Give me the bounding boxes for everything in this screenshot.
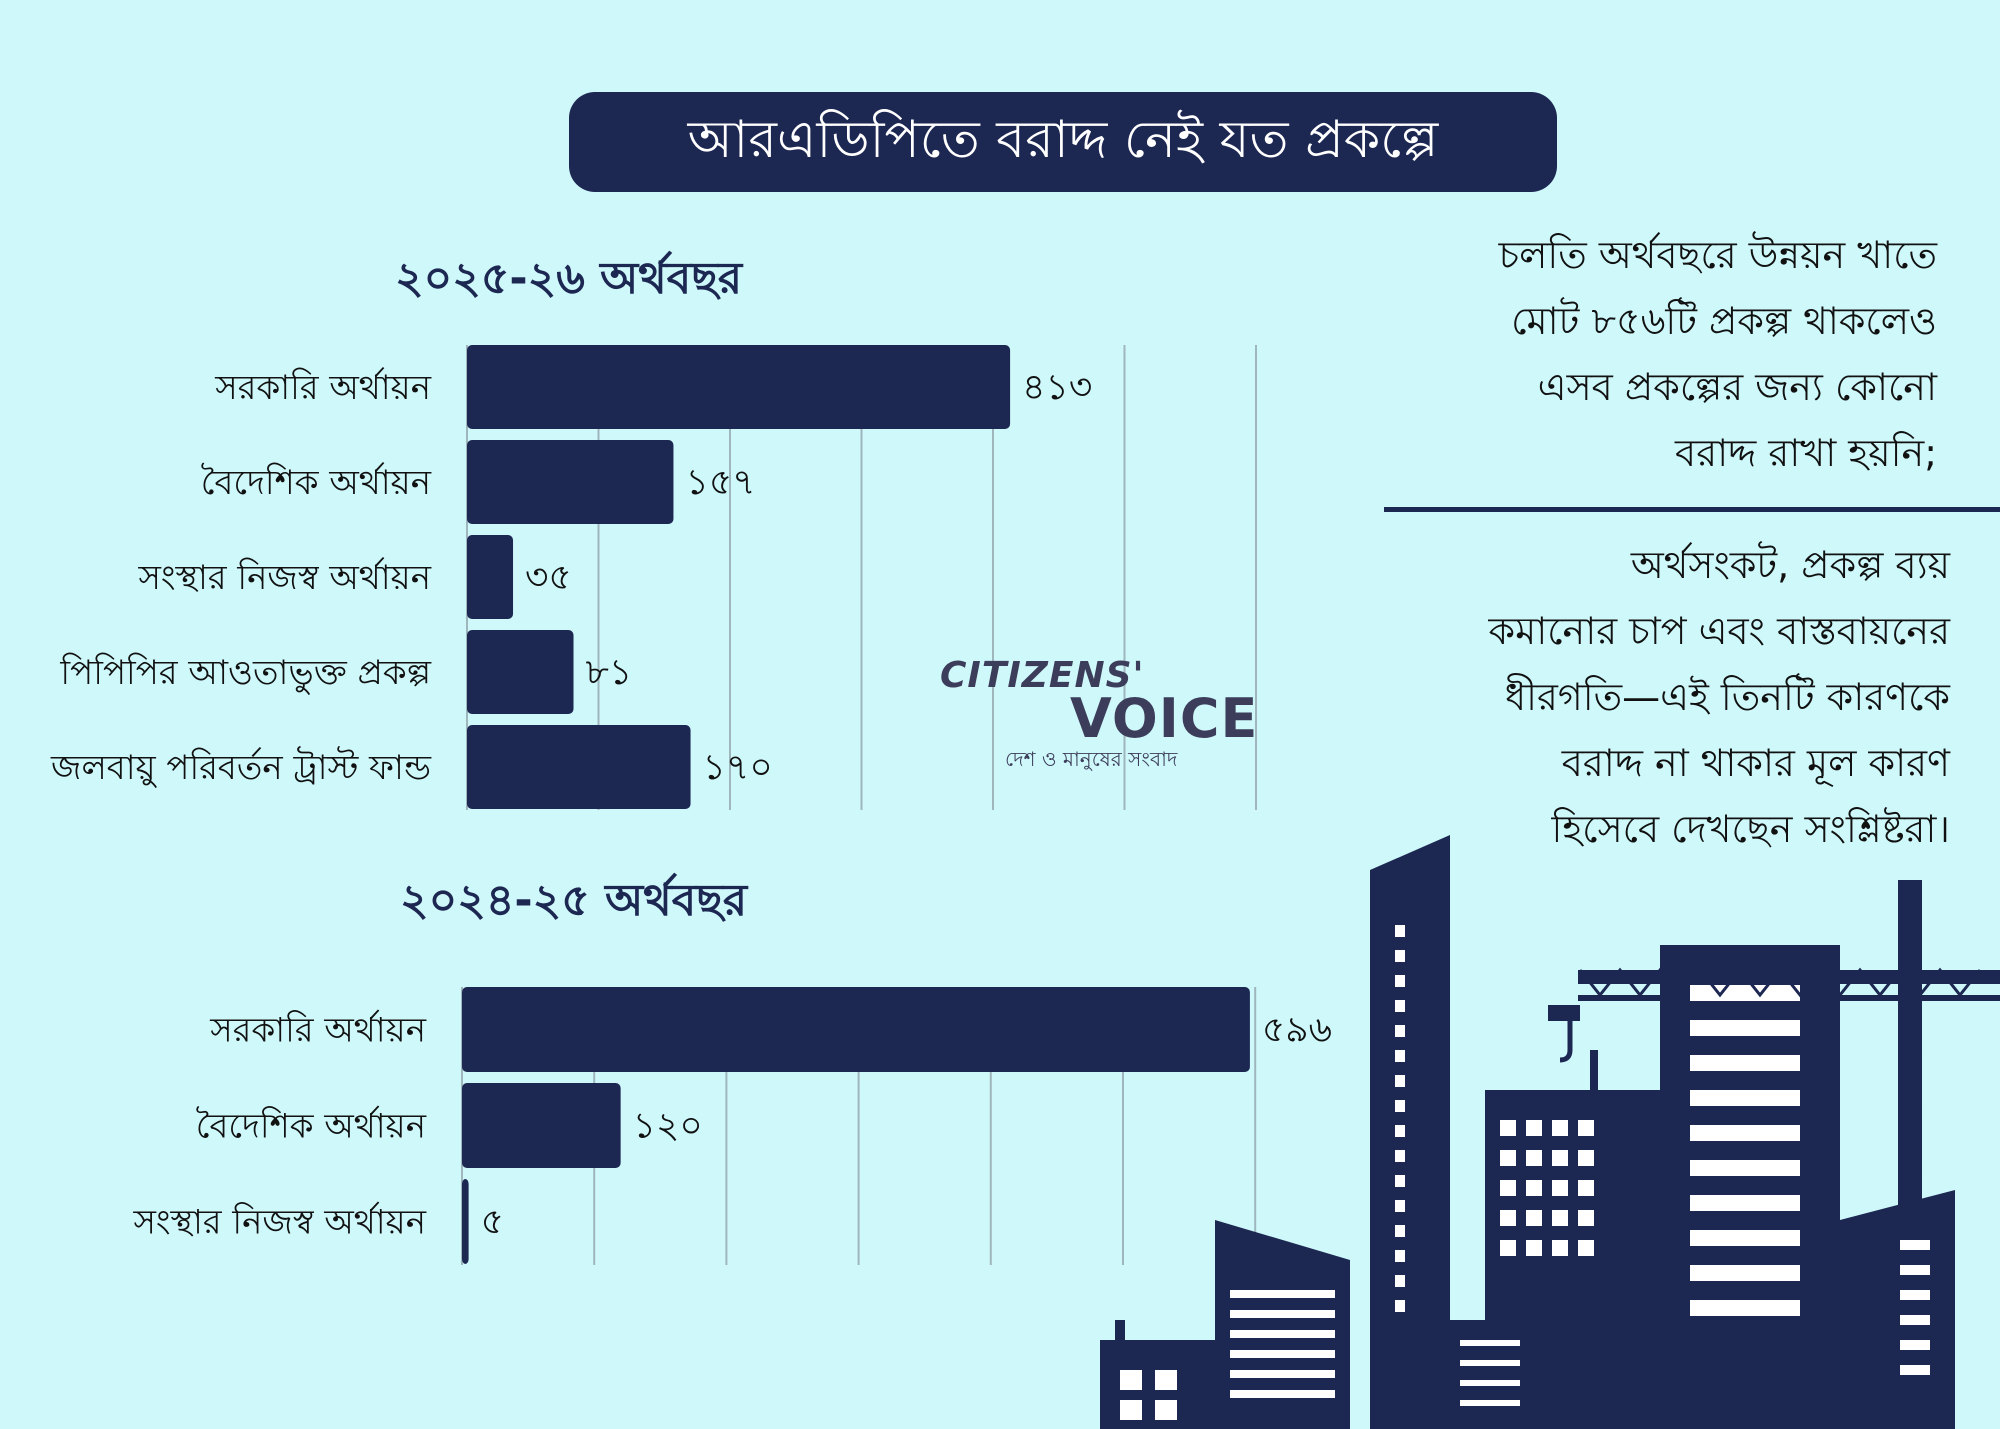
chart-1: সরকারি অর্থায়ন ৪১৩ বৈদেশিক অর্থায়ন ১৫৭ সংস… — [50, 345, 1257, 810]
value-label: ৩৫ — [525, 557, 572, 598]
note-bottom-line: অর্থসংকট, প্রকল্প ব্যয় — [1630, 543, 1950, 587]
bar — [462, 987, 1250, 1072]
bar — [467, 725, 691, 809]
logo-line1: CITIZENS' — [940, 655, 1145, 696]
title-banner: আরএডিপিতে বরাদ্দ নেই যত প্রকল্পে — [569, 92, 1557, 192]
note-bottom: অর্থসংকট, প্রকল্প ব্যয় কমানোর চাপ এবং ব… — [1489, 532, 1950, 862]
category-label: পিপিপির আওতাভুক্ত প্রকল্প — [59, 653, 431, 694]
note-bottom-line: বরাদ্দ না থাকার মূল কারণ — [1561, 741, 1950, 785]
tower-mid — [1660, 945, 1840, 1429]
note-top-line: বরাদ্দ রাখা হয়নি; — [1675, 431, 1937, 475]
divider — [1384, 507, 2000, 512]
category-label: বৈদেশিক অর্থায়ন — [196, 1106, 427, 1147]
logo-line2: VOICE — [1070, 687, 1259, 750]
category-label: সরকারি অর্থায়ন — [209, 1010, 426, 1051]
tower-tall — [1370, 835, 1450, 1429]
category-label: বৈদেশিক অর্থায়ন — [201, 462, 432, 503]
chart-1-title: ২০২৫-২৬ অর্থবছর — [395, 253, 743, 304]
logo-tagline: দেশ ও মানুষের সংবাদ — [1005, 747, 1178, 771]
note-bottom-line: ধীরগতি—এই তিনটি কারণকে — [1504, 675, 1950, 719]
value-label: ৫৯৬ — [1262, 1010, 1332, 1051]
tower-right — [1840, 1190, 1955, 1429]
value-label: ১২০ — [633, 1106, 703, 1147]
value-label: ৪১৩ — [1022, 367, 1092, 408]
city-skyline-illustration — [1100, 835, 2000, 1429]
note-top-line: এসব প্রকল্পের জন্য কোনো — [1537, 365, 1937, 409]
bar — [467, 440, 674, 524]
value-label: ৮১ — [586, 652, 633, 693]
bar — [467, 345, 1011, 429]
category-label: সংস্থার নিজস্ব অর্থায়ন — [132, 1202, 426, 1243]
note-bottom-line: হিসেবে দেখছেন সংশ্লিষ্টরা। — [1551, 807, 1950, 851]
bar — [467, 630, 574, 714]
note-bottom-line: কমানোর চাপ এবং বাস্তবায়নের — [1488, 609, 1950, 653]
page-title: আরএডিপিতে বরাদ্দ নেই যত প্রকল্পে — [687, 109, 1439, 170]
category-label: সরকারি অর্থায়ন — [214, 367, 431, 408]
note-top: চলতি অর্থবছরে উন্নয়ন খাতে মোট ৮৫৬টি প্র… — [1499, 222, 1937, 486]
bar — [462, 1083, 621, 1168]
chart-2: সরকারি অর্থায়ন ৫৯৬ বৈদেশিক অর্থায়ন ১২০ সংস… — [132, 987, 1332, 1265]
value-label: ৫ — [481, 1202, 504, 1243]
bar — [462, 1179, 469, 1264]
value-label: ১৭০ — [703, 747, 773, 788]
chart-2-title: ২০২৪-২৫ অর্থবছর — [400, 875, 748, 926]
citizens-voice-logo: CITIZENS' VOICE দেশ ও মানুষের সংবাদ — [935, 645, 1259, 771]
note-top-line: চলতি অর্থবছরে উন্নয়ন খাতে — [1498, 233, 1937, 277]
bar — [467, 535, 514, 619]
value-label: ১৫৭ — [685, 462, 755, 503]
note-top-line: মোট ৮৫৬টি প্রকল্প থাকলেও — [1511, 299, 1937, 343]
category-label: সংস্থার নিজস্ব অর্থায়ন — [137, 557, 431, 598]
category-label: জলবায়ু পরিবর্তন ট্রাস্ট ফান্ড — [50, 746, 432, 788]
